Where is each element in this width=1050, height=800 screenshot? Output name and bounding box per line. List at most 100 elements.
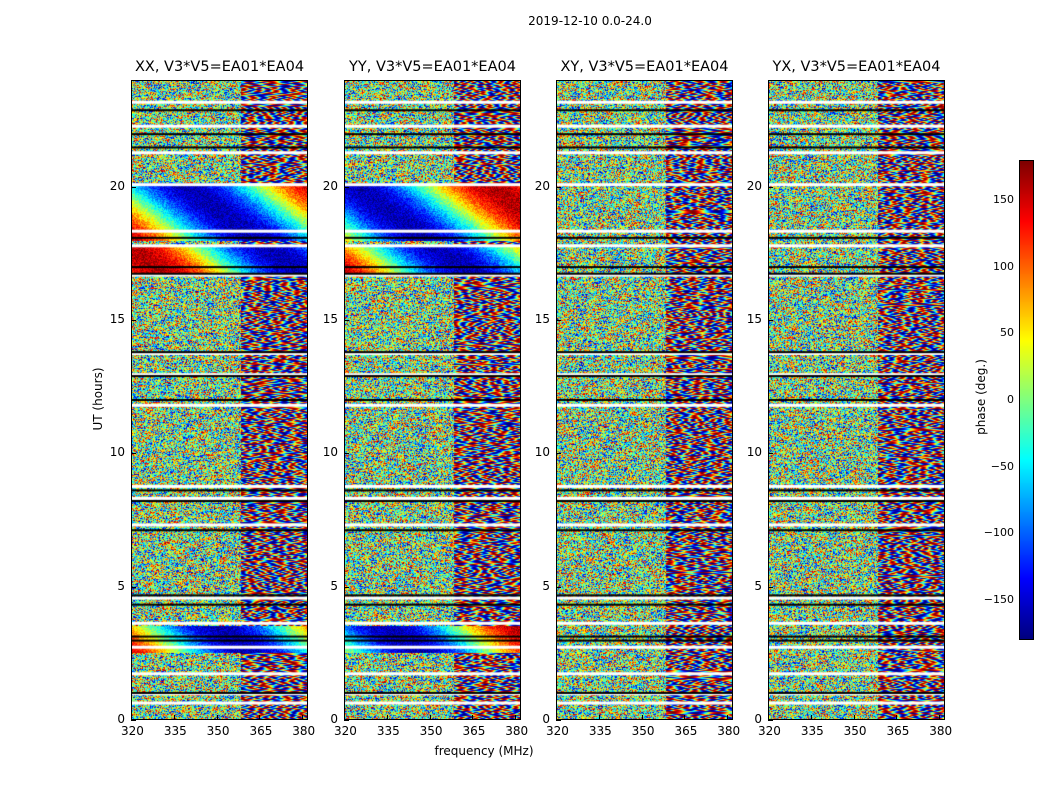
phase-heatmap-yy (345, 81, 520, 719)
colorbar-tick-label: −150 (983, 593, 1014, 606)
colorbar-tick-label: 150 (993, 193, 1014, 206)
panel-title-yy: YY, V3*V5=EA01*EA04 (349, 59, 516, 75)
x-tick-mark (302, 715, 304, 720)
phase-heatmap-xy (557, 81, 732, 719)
y-tick-label: 0 (542, 712, 550, 726)
x-tick-label: 320 (121, 724, 144, 738)
y-tick-mark (344, 320, 349, 321)
y-axis-label: UT (hours) (91, 367, 105, 431)
y-tick-label: 10 (322, 445, 338, 460)
y-tick-mark (768, 320, 773, 321)
y-tick-mark (131, 453, 136, 455)
x-tick-mark (386, 715, 388, 720)
y-tick-label: 20 (534, 178, 550, 193)
y-tick-mark (556, 320, 561, 321)
phase-heatmap-xx (132, 81, 307, 719)
y-tick-mark (556, 586, 561, 588)
x-tick-label: 320 (334, 724, 357, 738)
x-tick-mark (598, 715, 600, 720)
y-tick-label: 5 (542, 578, 550, 593)
heatmap-panel-yx (768, 80, 945, 720)
x-tick-label: 335 (376, 724, 400, 738)
x-tick-mark (727, 715, 729, 720)
y-tick-label: 15 (109, 312, 125, 326)
y-tick-label: 5 (754, 578, 762, 593)
heatmap-panel-yy (344, 80, 521, 720)
y-tick-label: 20 (746, 178, 762, 193)
x-tick-mark (259, 715, 261, 720)
colorbar-tick-label: 100 (993, 259, 1014, 273)
y-tick-label: 0 (117, 712, 125, 726)
y-tick-mark (131, 186, 136, 188)
x-tick-label: 380 (929, 724, 953, 738)
x-tick-label: 380 (505, 724, 529, 738)
y-tick-mark (768, 186, 773, 188)
y-tick-label: 20 (109, 178, 125, 193)
x-tick-mark (515, 715, 517, 720)
y-tick-mark (768, 720, 773, 721)
x-tick-mark (810, 715, 812, 720)
heatmap-panel-xx (131, 80, 308, 720)
x-tick-mark (684, 715, 686, 720)
y-tick-mark (344, 586, 349, 588)
x-tick-mark (556, 715, 557, 720)
x-tick-label: 350 (206, 724, 230, 738)
x-tick-mark (131, 715, 132, 720)
y-tick-mark (344, 453, 349, 455)
panel-title-yx: YX, V3*V5=EA01*EA04 (772, 59, 941, 75)
x-tick-mark (939, 715, 941, 720)
x-tick-mark (173, 715, 175, 720)
x-axis-label: frequency (MHz) (434, 744, 534, 758)
heatmap-panel-xy (556, 80, 733, 720)
x-tick-label: 335 (588, 724, 612, 738)
y-tick-mark (344, 186, 349, 188)
x-tick-label: 335 (163, 724, 187, 738)
x-tick-mark (344, 715, 345, 720)
y-tick-mark (344, 720, 349, 721)
x-tick-label: 320 (546, 724, 569, 738)
y-tick-label: 5 (330, 578, 338, 593)
x-tick-mark (641, 715, 643, 720)
y-tick-label: 15 (534, 312, 550, 326)
x-tick-label: 320 (758, 724, 781, 738)
y-tick-mark (768, 586, 773, 588)
y-tick-mark (556, 186, 561, 188)
colorbar-tick-label: −50 (990, 459, 1014, 473)
x-tick-label: 335 (800, 724, 824, 738)
x-tick-mark (853, 715, 855, 720)
x-tick-label: 380 (717, 724, 741, 738)
y-tick-label: 20 (322, 178, 338, 193)
y-tick-mark (556, 453, 561, 455)
y-tick-mark (556, 720, 561, 721)
x-tick-label: 350 (843, 724, 867, 738)
phase-heatmap-yx (769, 81, 944, 719)
x-tick-label: 365 (249, 724, 273, 738)
x-tick-label: 350 (419, 724, 443, 738)
panel-title-xy: XY, V3*V5=EA01*EA04 (560, 59, 729, 75)
figure-title: 2019-12-10 0.0-24.0 (528, 14, 652, 28)
x-tick-mark (429, 715, 431, 720)
x-tick-mark (216, 715, 218, 720)
colorbar-tick-label: 0 (1007, 393, 1014, 406)
x-tick-mark (896, 715, 898, 720)
x-tick-label: 365 (674, 724, 698, 738)
y-tick-mark (131, 320, 136, 321)
x-tick-label: 365 (462, 724, 486, 738)
x-tick-mark (768, 715, 769, 720)
colorbar (1019, 160, 1034, 640)
x-tick-label: 365 (886, 724, 910, 738)
colorbar-tick-label: −100 (983, 526, 1014, 540)
y-tick-mark (768, 453, 773, 455)
y-tick-label: 0 (754, 712, 762, 726)
y-tick-label: 10 (746, 445, 762, 460)
colorbar-label: phase (deg.) (974, 359, 988, 435)
y-tick-mark (131, 720, 136, 721)
colorbar-gradient (1020, 161, 1033, 639)
y-tick-mark (131, 586, 136, 588)
x-tick-label: 380 (292, 724, 316, 738)
y-tick-label: 5 (117, 578, 125, 593)
y-tick-label: 15 (322, 312, 338, 326)
x-tick-mark (472, 715, 474, 720)
y-tick-label: 0 (330, 712, 338, 726)
y-tick-label: 10 (534, 445, 550, 460)
